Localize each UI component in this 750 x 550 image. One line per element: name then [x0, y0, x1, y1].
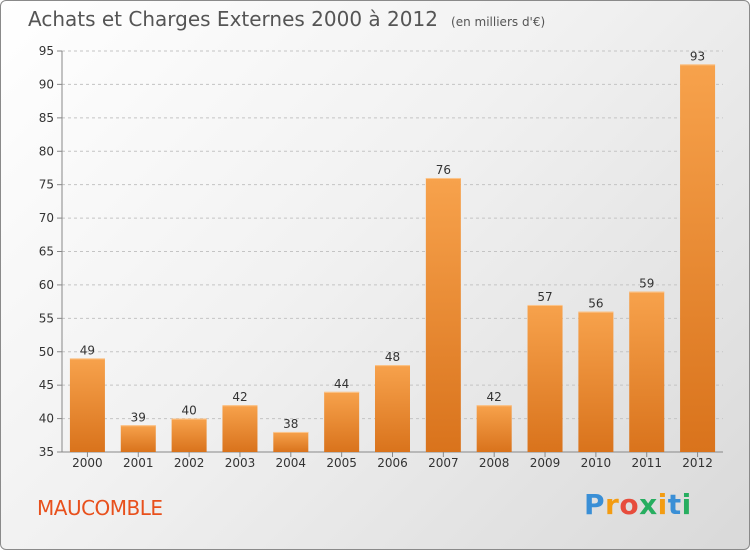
place-name: MAUCOMBLE: [37, 496, 163, 520]
logo-letter: i: [681, 488, 692, 521]
subtitle-text: (en milliers d'€): [451, 15, 546, 29]
bar: [476, 405, 512, 452]
logo-letter: P: [584, 488, 606, 521]
bar: [578, 311, 614, 452]
y-tick-label: 70: [39, 211, 54, 225]
y-tick-label: 85: [39, 111, 54, 125]
x-tick-label: 2004: [276, 456, 307, 470]
x-tick-label: 2010: [581, 456, 612, 470]
y-tick-label: 80: [39, 144, 54, 158]
data-label: 40: [181, 404, 196, 418]
y-tick-label: 55: [39, 311, 54, 325]
logo-letter: r: [605, 488, 620, 521]
data-label: 93: [690, 49, 705, 63]
x-tick-label: 2005: [326, 456, 357, 470]
x-tick-label: 2011: [631, 456, 662, 470]
x-tick-label: 2001: [123, 456, 154, 470]
x-tick-label: 2000: [72, 456, 103, 470]
data-label: 76: [436, 163, 451, 177]
bar: [171, 418, 207, 452]
bar: [69, 358, 105, 452]
bar: [680, 64, 716, 452]
x-tick-label: 2003: [225, 456, 256, 470]
x-tick-label: 2009: [530, 456, 561, 470]
title-text: Achats et Charges Externes 2000 à 2012: [28, 7, 438, 31]
data-label: 38: [283, 417, 298, 431]
data-label: 44: [334, 377, 349, 391]
bar: [120, 425, 156, 452]
logo-letter: x: [639, 488, 658, 521]
x-tick-label: 2002: [174, 456, 205, 470]
data-label: 57: [537, 290, 552, 304]
data-label: 49: [80, 343, 95, 357]
bar: [324, 391, 360, 452]
data-label: 59: [639, 277, 654, 291]
bar: [273, 431, 309, 452]
y-tick-label: 90: [39, 77, 54, 91]
bar: [629, 291, 665, 452]
x-tick-label: 2008: [479, 456, 510, 470]
y-tick-label: 45: [39, 378, 54, 392]
logo-letter: o: [619, 488, 640, 521]
y-tick-label: 95: [39, 44, 54, 58]
logo-letter: t: [667, 488, 682, 521]
data-label: 39: [131, 410, 146, 424]
bar: [375, 365, 410, 452]
x-tick-label: 2007: [428, 456, 459, 470]
data-label: 48: [385, 350, 400, 364]
y-tick-label: 40: [39, 412, 54, 426]
bar: [527, 304, 563, 452]
data-label: 42: [232, 390, 247, 404]
proxiti-logo: Proxiti: [584, 488, 692, 521]
x-tick-label: 2006: [377, 456, 408, 470]
x-tick-label: 2012: [682, 456, 713, 470]
data-label: 56: [588, 297, 603, 311]
bar: [222, 405, 258, 452]
y-tick-label: 65: [39, 245, 54, 259]
data-label: 42: [487, 390, 502, 404]
y-tick-label: 50: [39, 345, 54, 359]
y-tick-label: 75: [39, 178, 54, 192]
y-tick-label: 35: [39, 445, 54, 459]
bar: [425, 177, 461, 452]
y-tick-label: 60: [39, 278, 54, 292]
chart-title: Achats et Charges Externes 2000 à 2012 (…: [28, 7, 545, 31]
logo-letter: i: [657, 488, 668, 521]
